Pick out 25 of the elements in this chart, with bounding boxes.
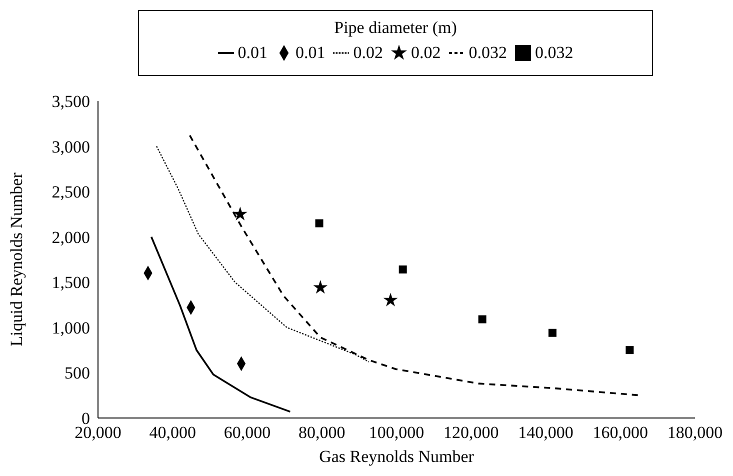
x-tick-label: 180,000 [667,423,723,442]
x-tick-label: 20,000 [74,423,122,442]
y-tick-label: 500 [64,364,90,383]
y-tick-label: 2,000 [52,228,90,247]
x-tick-label: 40,000 [149,423,196,442]
x-axis-title: Gas Reynolds Number [319,447,474,466]
y-tick-label: 3,500 [52,92,90,112]
legend-label: 0.01 [238,43,268,63]
y-tick-label: 2,500 [52,182,90,202]
legend-label: 0.032 [535,43,574,63]
y-axis-title: Liquid Reynolds Number [7,172,26,346]
x-tick-label: 60,000 [224,423,271,442]
legend-label: 0.02 [411,43,441,63]
legend-label: 0.032 [468,43,507,63]
x-tick-label: 160,000 [592,423,648,442]
legend-label: 0.01 [296,43,326,63]
y-tick-label: 1,000 [52,318,90,338]
x-tick-label: 140,000 [518,423,574,442]
y-tick-label: 3,000 [52,137,90,156]
legend-label: 0.02 [353,43,383,63]
y-tick-label: 1,500 [52,273,90,292]
x-tick-label: 100,000 [368,423,424,442]
x-tick-label: 120,000 [444,423,499,442]
x-tick-label: 80,000 [298,423,346,442]
legend-title: Pipe diameter (m) [333,18,458,38]
